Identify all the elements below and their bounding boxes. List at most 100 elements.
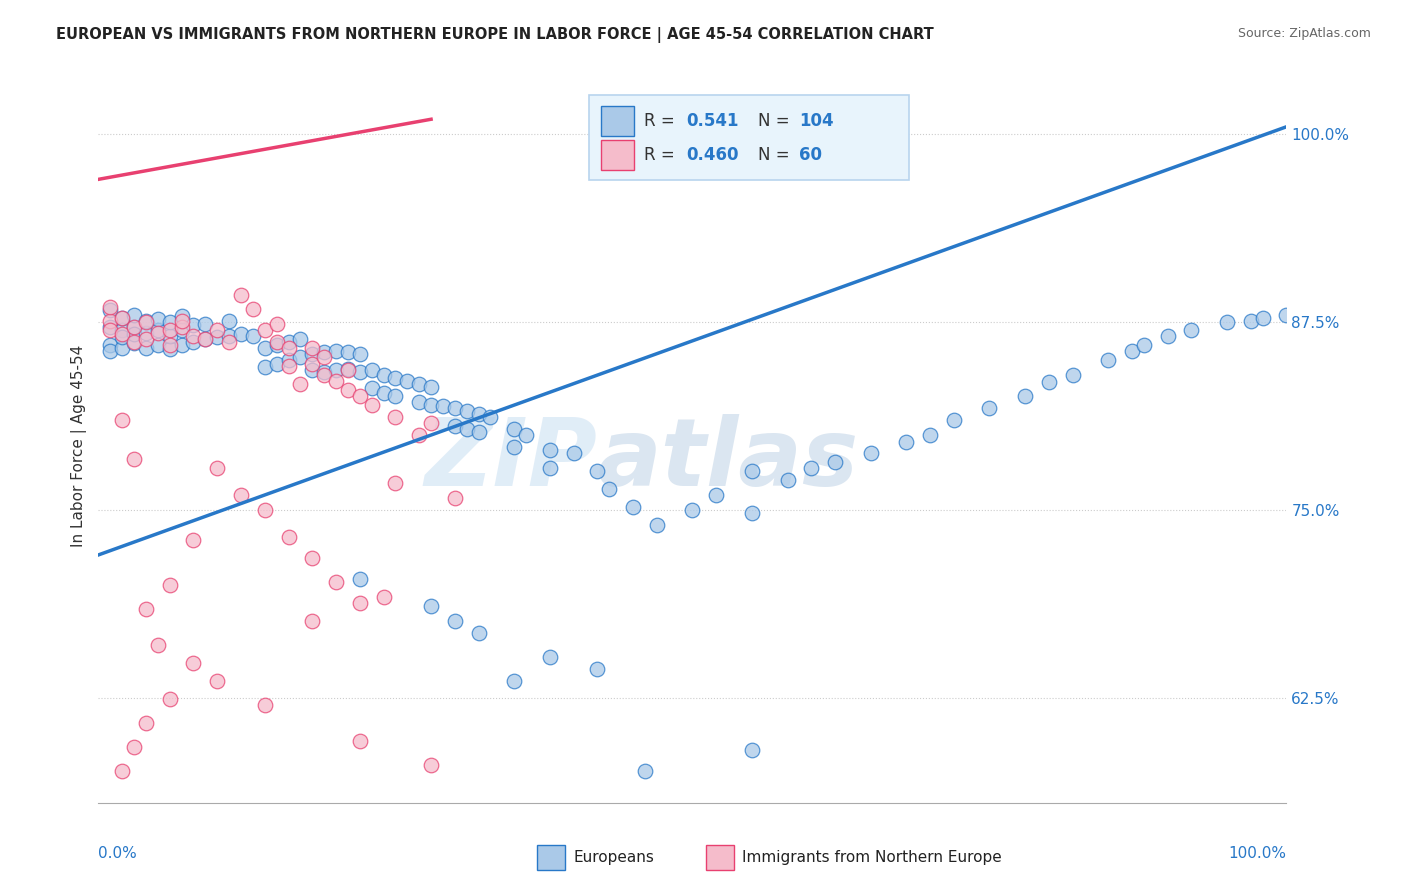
Point — [183, 318, 205, 332]
Point — [1180, 322, 1202, 336]
Point — [741, 506, 763, 520]
Point — [253, 503, 276, 517]
Point — [336, 345, 359, 359]
Point — [800, 460, 823, 475]
Point — [325, 363, 347, 377]
Point — [336, 363, 359, 377]
Point — [1275, 308, 1298, 322]
Point — [98, 300, 121, 314]
Text: ZIP: ZIP — [425, 414, 598, 507]
Point — [229, 288, 252, 302]
Point — [301, 614, 323, 628]
Point — [1014, 389, 1036, 403]
Text: Europeans: Europeans — [574, 850, 655, 864]
Point — [111, 310, 134, 325]
Point — [207, 460, 229, 475]
Point — [229, 488, 252, 502]
Point — [253, 360, 276, 375]
Point — [586, 662, 609, 676]
Point — [384, 475, 406, 490]
Point — [349, 596, 371, 610]
Point — [444, 401, 467, 415]
Point — [420, 379, 443, 393]
Point — [98, 313, 121, 327]
Point — [146, 312, 169, 326]
Point — [349, 389, 371, 403]
Point — [349, 365, 371, 379]
Point — [135, 602, 157, 616]
Point — [290, 376, 312, 391]
Point — [824, 455, 846, 469]
Point — [98, 343, 121, 358]
Point — [456, 422, 478, 436]
Point — [207, 330, 229, 344]
Point — [1216, 315, 1239, 329]
Point — [408, 376, 430, 391]
Text: 0.541: 0.541 — [686, 112, 740, 129]
Point — [538, 460, 561, 475]
Point — [373, 590, 395, 604]
Point — [1251, 310, 1274, 325]
Y-axis label: In Labor Force | Age 45-54: In Labor Force | Age 45-54 — [72, 345, 87, 547]
Point — [301, 346, 323, 360]
Point — [159, 692, 181, 706]
Point — [122, 327, 145, 342]
Point — [741, 743, 763, 757]
Text: 60: 60 — [800, 146, 823, 164]
Point — [360, 398, 382, 412]
Point — [301, 550, 323, 565]
Point — [242, 328, 264, 343]
Point — [253, 322, 276, 336]
Point — [1240, 313, 1263, 327]
Point — [384, 389, 406, 403]
Point — [135, 341, 157, 355]
Point — [183, 334, 205, 349]
Text: R =: R = — [644, 146, 679, 164]
Point — [266, 334, 288, 349]
Point — [384, 370, 406, 384]
Point — [349, 734, 371, 748]
Point — [515, 427, 537, 442]
Point — [122, 308, 145, 322]
Point — [98, 319, 121, 334]
Point — [621, 500, 644, 514]
Point — [135, 326, 157, 340]
Point — [290, 332, 312, 346]
Point — [456, 403, 478, 417]
Point — [218, 313, 240, 327]
Point — [420, 758, 443, 772]
Point — [681, 503, 703, 517]
Point — [420, 398, 443, 412]
Point — [146, 322, 169, 336]
Point — [920, 427, 942, 442]
Point — [741, 464, 763, 478]
Point — [111, 341, 134, 355]
Point — [704, 488, 727, 502]
Point — [336, 361, 359, 376]
Point — [586, 464, 609, 478]
Text: 0.0%: 0.0% — [98, 846, 138, 861]
FancyBboxPatch shape — [600, 140, 634, 169]
Point — [111, 330, 134, 344]
Point — [218, 328, 240, 343]
Point — [503, 674, 526, 689]
Point — [360, 363, 382, 377]
Point — [325, 374, 347, 388]
Point — [360, 381, 382, 395]
Text: N =: N = — [758, 112, 794, 129]
Point — [170, 337, 193, 351]
Point — [301, 357, 323, 371]
Point — [859, 446, 882, 460]
Point — [444, 491, 467, 505]
Point — [479, 409, 502, 424]
Point — [314, 345, 336, 359]
Point — [277, 530, 299, 544]
Point — [170, 319, 193, 334]
Point — [325, 343, 347, 358]
Point — [467, 407, 489, 421]
Point — [98, 337, 121, 351]
Point — [538, 650, 561, 665]
Point — [444, 418, 467, 433]
Point — [301, 363, 323, 377]
Point — [170, 313, 193, 327]
